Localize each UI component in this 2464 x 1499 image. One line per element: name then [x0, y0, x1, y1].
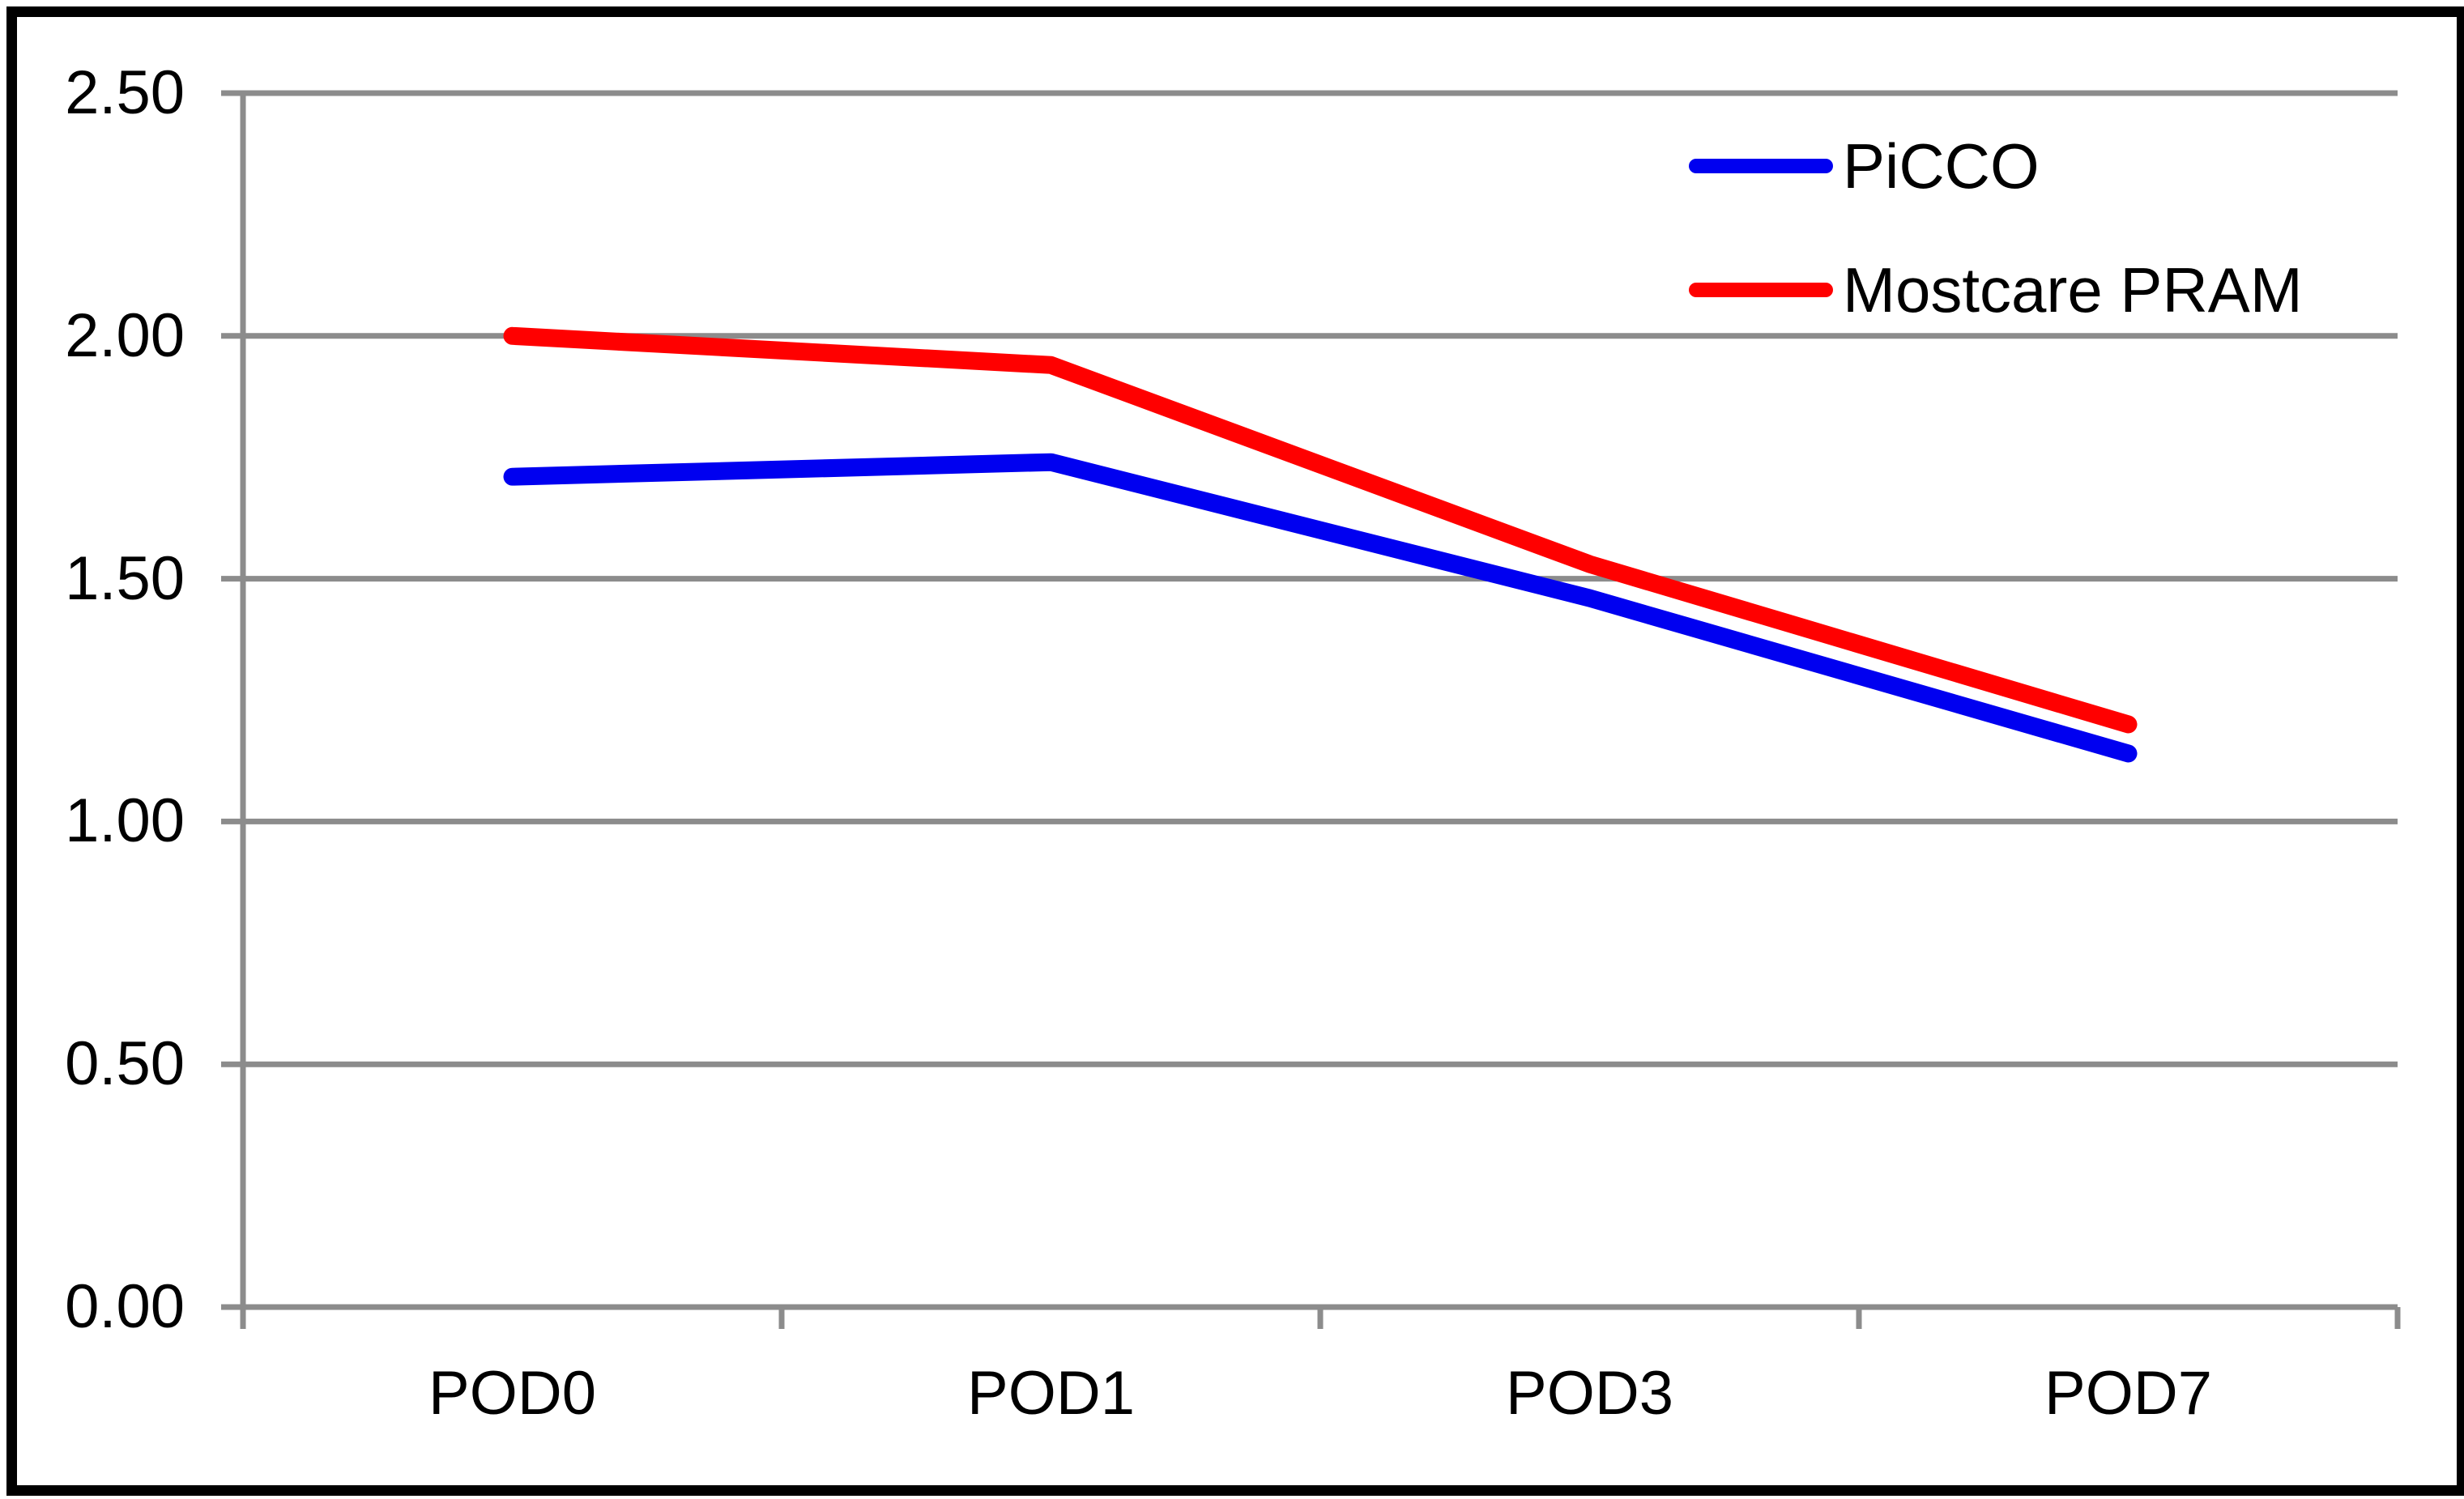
x-category-label: POD7: [2044, 1359, 2212, 1428]
mostcare-pram-line-swatch-icon: [1689, 283, 1833, 297]
mostcare-pram-series-line: [503, 326, 2138, 734]
x-category-label: POD1: [967, 1359, 1135, 1428]
chart-outer-border: [6, 6, 2464, 1496]
picco-line-swatch-icon: [1689, 159, 1833, 173]
y-tick-label: 0.00: [65, 1272, 185, 1341]
legend-item-mostcare-pram: Mostcare PRAM: [1689, 258, 2303, 322]
y-tick-label: 1.00: [65, 786, 185, 856]
y-tick-label: 1.50: [65, 543, 185, 613]
axes-group: [240, 93, 2401, 1329]
picco-series-line: [503, 453, 2138, 763]
y-tick-label: 0.50: [65, 1029, 185, 1099]
legend-item-picco: PiCCO: [1689, 134, 2040, 198]
legend-label-mostcare-pram: Mostcare PRAM: [1843, 254, 2303, 326]
legend-label-picco: PiCCO: [1843, 130, 2040, 202]
x-category-label: POD0: [428, 1359, 596, 1428]
y-tick-label: 2.00: [65, 300, 185, 370]
x-category-label: POD3: [1506, 1359, 1673, 1428]
y-tick-label: 2.50: [65, 58, 185, 127]
